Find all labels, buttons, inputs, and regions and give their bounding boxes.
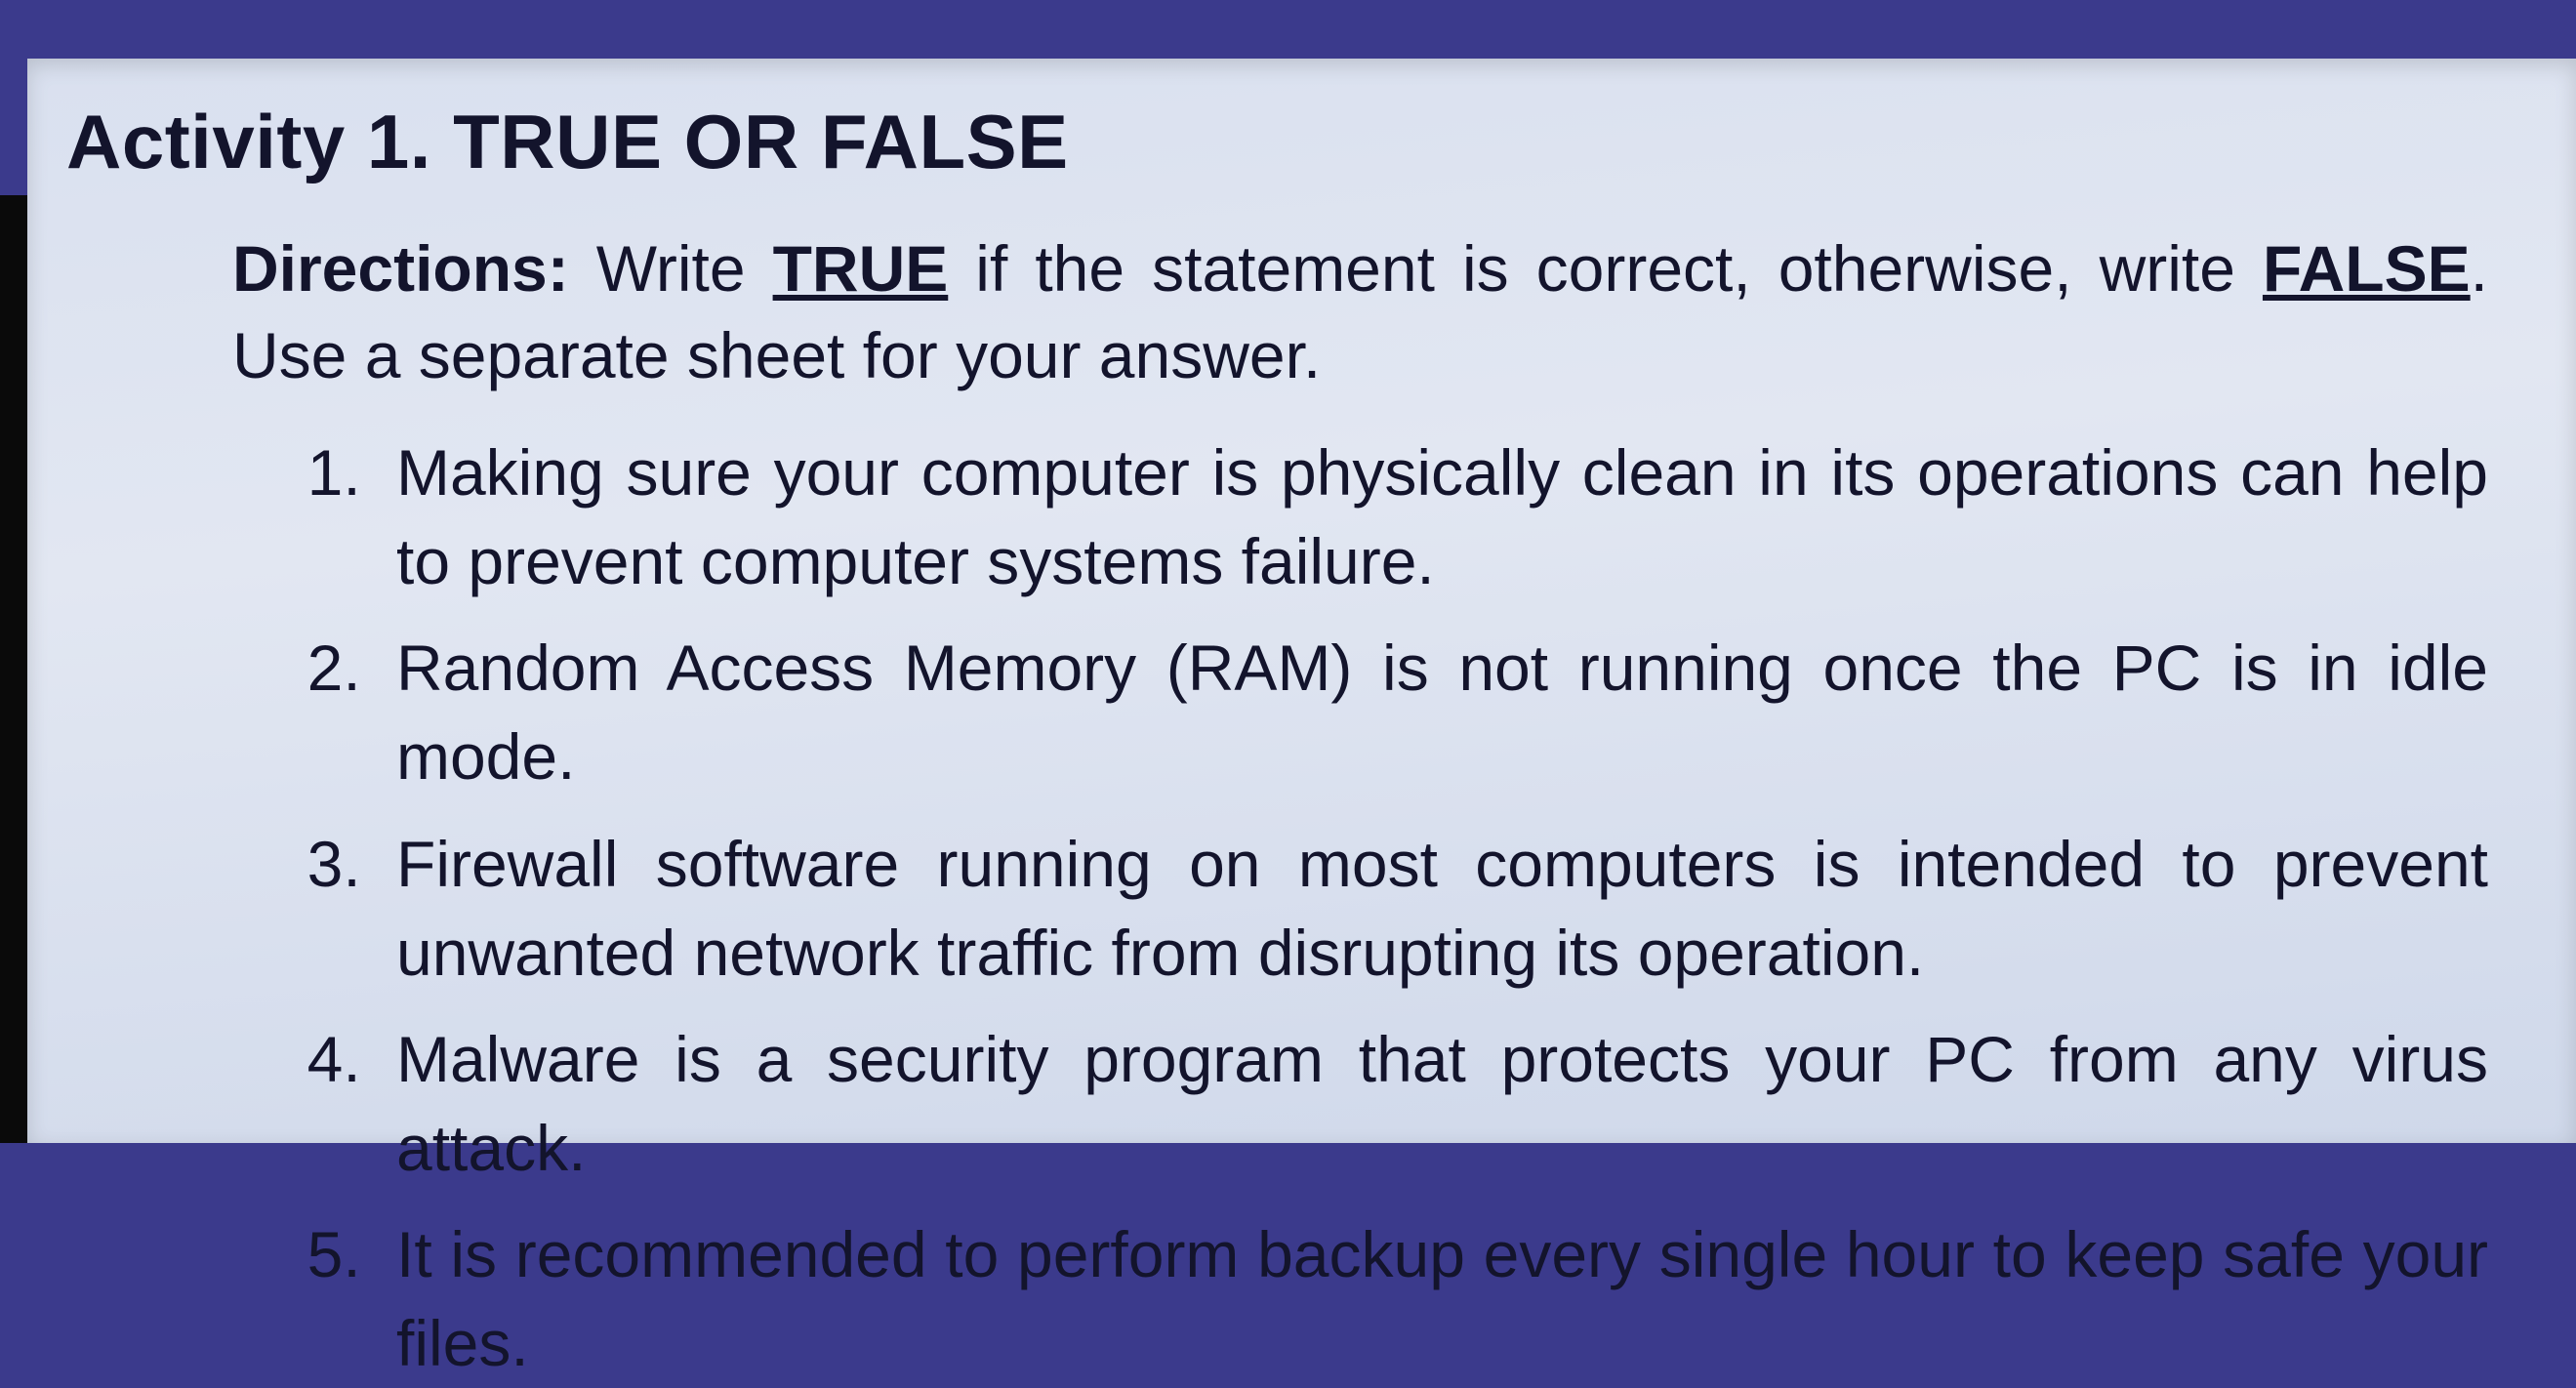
- directions-paragraph: Directions: Write TRUE if the statement …: [232, 225, 2488, 399]
- directions-text-mid: if the statement is correct, otherwise, …: [948, 232, 2263, 305]
- statement-list: Making sure your computer is physically …: [310, 429, 2488, 1388]
- statement-item: Random Access Memory (RAM) is not runnin…: [379, 624, 2488, 801]
- statement-item: It is recommended to perform backup ever…: [379, 1210, 2488, 1388]
- true-keyword: TRUE: [773, 232, 949, 305]
- statement-item: Firewall software running on most comput…: [379, 820, 2488, 998]
- left-dark-strip: [0, 195, 27, 1143]
- directions-text-pre: Write: [569, 232, 773, 305]
- statement-item: Making sure your computer is physically …: [379, 429, 2488, 606]
- directions-label: Directions:: [232, 232, 569, 305]
- statement-item: Malware is a security program that prote…: [379, 1015, 2488, 1193]
- false-keyword: FALSE: [2263, 232, 2471, 305]
- activity-title: Activity 1. TRUE OR FALSE: [66, 98, 2488, 186]
- worksheet-page: Activity 1. TRUE OR FALSE Directions: Wr…: [27, 59, 2576, 1143]
